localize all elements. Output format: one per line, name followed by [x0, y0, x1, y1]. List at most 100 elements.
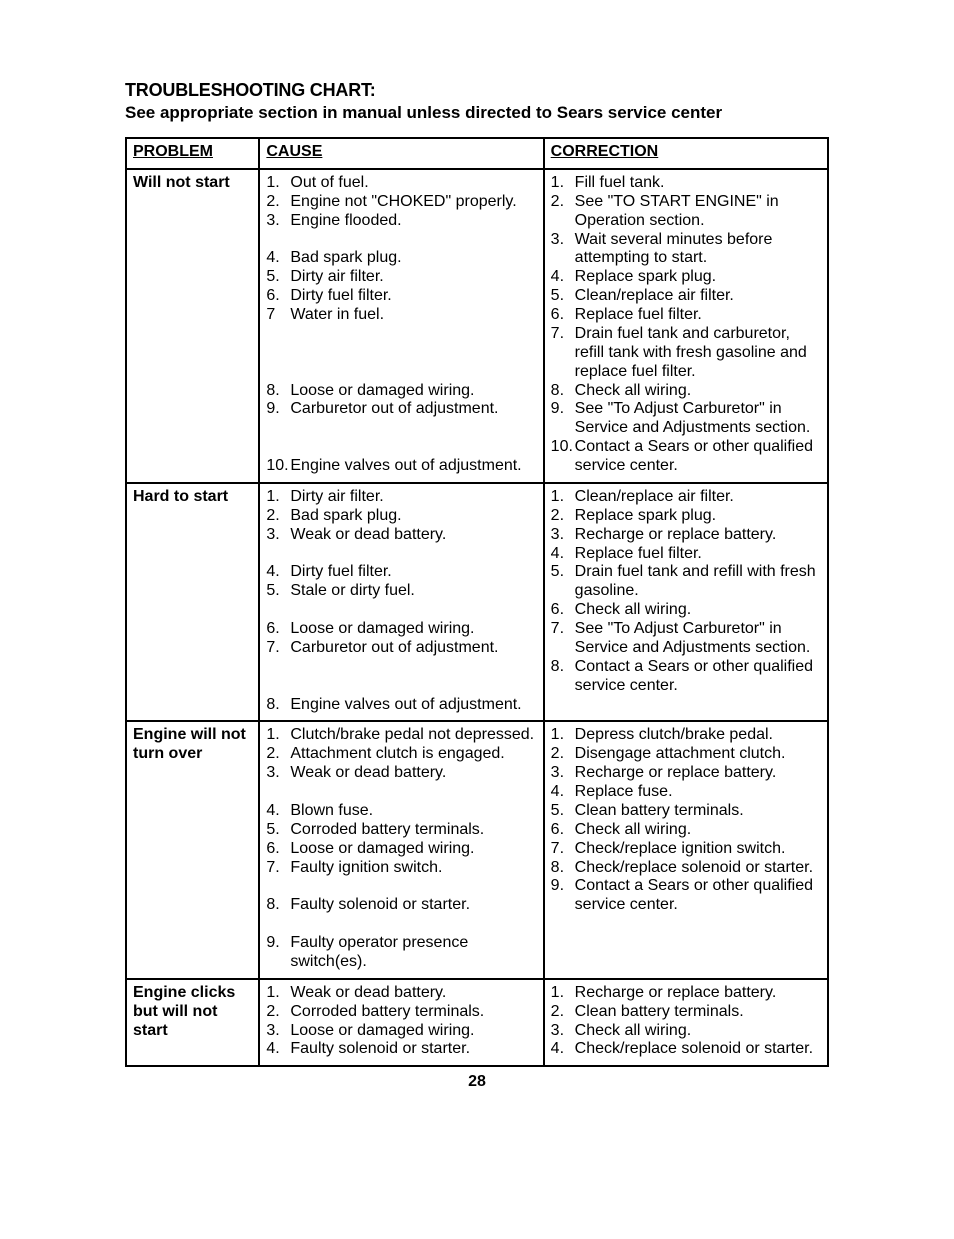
list-item: 1.Clutch/brake pedal not depressed.	[266, 726, 536, 745]
list-item-text: Replace fuel filter.	[575, 306, 821, 325]
list-item-text	[290, 915, 536, 934]
list-item-number: 10.	[551, 438, 575, 457]
list-item: 6.Check all wiring.	[551, 821, 821, 840]
list-item-text: Faulty solenoid or starter.	[290, 896, 536, 915]
list-item-number: 2.	[266, 1003, 290, 1022]
list-item-number: 3.	[266, 764, 290, 783]
list-item-number: 3.	[551, 764, 575, 783]
page-title: TROUBLESHOOTING CHART:	[125, 80, 829, 101]
list-item: 4.Replace spark plug.	[551, 268, 821, 287]
list-item-text: Check/replace ignition switch.	[575, 840, 821, 859]
list-item-number: 8.	[551, 382, 575, 401]
list-item-number: 4.	[551, 1040, 575, 1059]
list-item	[266, 658, 536, 677]
list-item: 5.Clean/replace air filter.	[551, 287, 821, 306]
list-item-text	[290, 783, 536, 802]
table-row: Engine clicks but will not start1.Weak o…	[126, 979, 828, 1067]
list-item-text: Contact a Sears or other qualified servi…	[575, 658, 821, 696]
list-item	[266, 877, 536, 896]
list-item-number: 4.	[551, 268, 575, 287]
list-item-number: 3.	[266, 526, 290, 545]
list-item-number: 6.	[266, 287, 290, 306]
numbered-list: 1.Clutch/brake pedal not depressed.2.Att…	[266, 726, 536, 971]
numbered-list: 1.Fill fuel tank.2.See "TO START ENGINE"…	[551, 174, 821, 476]
list-item: 2.Bad spark plug.	[266, 507, 536, 526]
list-item-text	[290, 344, 536, 363]
list-item: 1.Out of fuel.	[266, 174, 536, 193]
manual-page: TROUBLESHOOTING CHART: See appropriate s…	[0, 0, 954, 1239]
list-item: 1.Depress clutch/brake pedal.	[551, 726, 821, 745]
list-item-text: Carburetor out of adjustment.	[290, 400, 536, 419]
list-item: 3.Check all wiring.	[551, 1022, 821, 1041]
list-item-number: 6.	[266, 620, 290, 639]
list-item-text	[290, 601, 536, 620]
list-item-number: 2.	[551, 507, 575, 526]
correction-cell: 1.Clean/replace air filter.2.Replace spa…	[544, 483, 828, 722]
list-item: 1.Recharge or replace battery.	[551, 984, 821, 1003]
list-item-number: 3.	[266, 1022, 290, 1041]
list-item-number: 1.	[551, 174, 575, 193]
list-item: 7.Carburetor out of adjustment.	[266, 639, 536, 658]
list-item: 1.Clean/replace air filter.	[551, 488, 821, 507]
numbered-list: 1.Clean/replace air filter.2.Replace spa…	[551, 488, 821, 696]
list-item-text: Recharge or replace battery.	[575, 526, 821, 545]
numbered-list: 1.Recharge or replace battery.2.Clean ba…	[551, 984, 821, 1060]
numbered-list: 1.Depress clutch/brake pedal.2.Disengage…	[551, 726, 821, 915]
correction-cell: 1.Recharge or replace battery.2.Clean ba…	[544, 979, 828, 1067]
list-item: 5.Dirty air filter.	[266, 268, 536, 287]
list-item-text	[290, 438, 536, 457]
list-item-number: 4.	[266, 1040, 290, 1059]
list-item-number: 6.	[551, 306, 575, 325]
list-item: 6.Replace fuel filter.	[551, 306, 821, 325]
list-item-text: See "To Adjust Carburetor" in Service an…	[575, 620, 821, 658]
list-item-text: Dirty air filter.	[290, 488, 536, 507]
list-item-number: 2.	[266, 507, 290, 526]
list-item-text: Replace spark plug.	[575, 268, 821, 287]
list-item-text: Check/replace solenoid or starter.	[575, 1040, 821, 1059]
list-item-number: 1.	[551, 984, 575, 1003]
list-item: 5.Clean battery terminals.	[551, 802, 821, 821]
list-item-text: Clean battery terminals.	[575, 802, 821, 821]
list-item-text: Carburetor out of adjustment.	[290, 639, 536, 658]
list-item-text: Blown fuse.	[290, 802, 536, 821]
list-item-number: 3.	[551, 526, 575, 545]
list-item-text: Contact a Sears or other qualified servi…	[575, 877, 821, 915]
list-item-number: 5.	[266, 582, 290, 601]
problem-cell: Engine will not turn over	[126, 721, 259, 978]
list-item	[266, 231, 536, 250]
col-header-cause: CAUSE	[259, 138, 543, 169]
list-item-number: 9.	[551, 877, 575, 896]
list-item: 4.Blown fuse.	[266, 802, 536, 821]
list-item: 8.Loose or damaged wiring.	[266, 382, 536, 401]
list-item-text: Corroded battery terminals.	[290, 1003, 536, 1022]
list-item-number: 3.	[266, 212, 290, 231]
list-item: 1.Dirty air filter.	[266, 488, 536, 507]
list-item-number: 3.	[551, 1022, 575, 1041]
list-item-number: 8.	[551, 658, 575, 677]
list-item: 6.Loose or damaged wiring.	[266, 840, 536, 859]
list-item-number: 1.	[551, 488, 575, 507]
list-item-text	[290, 677, 536, 696]
list-item	[266, 783, 536, 802]
list-item: 6.Dirty fuel filter.	[266, 287, 536, 306]
list-item-text: Dirty fuel filter.	[290, 563, 536, 582]
list-item: 4.Check/replace solenoid or starter.	[551, 1040, 821, 1059]
list-item-text: Clean battery terminals.	[575, 1003, 821, 1022]
list-item-text: Weak or dead battery.	[290, 764, 536, 783]
list-item-text: Replace fuel filter.	[575, 545, 821, 564]
list-item: 3.Weak or dead battery.	[266, 764, 536, 783]
list-item-text	[290, 325, 536, 344]
list-item-text: Water in fuel.	[290, 306, 536, 325]
list-item-text: Check all wiring.	[575, 1022, 821, 1041]
list-item: 4.Replace fuse.	[551, 783, 821, 802]
list-item: 3.Loose or damaged wiring.	[266, 1022, 536, 1041]
list-item-text: Weak or dead battery.	[290, 526, 536, 545]
list-item-number: 2.	[551, 193, 575, 212]
list-item-text: See "TO START ENGINE" in Operation secti…	[575, 193, 821, 231]
list-item-text	[290, 419, 536, 438]
list-item: 9.Contact a Sears or other qualified ser…	[551, 877, 821, 915]
list-item-number: 7.	[266, 859, 290, 878]
list-item-number: 4.	[551, 545, 575, 564]
list-item	[266, 915, 536, 934]
numbered-list: 1.Dirty air filter.2.Bad spark plug.3.We…	[266, 488, 536, 715]
